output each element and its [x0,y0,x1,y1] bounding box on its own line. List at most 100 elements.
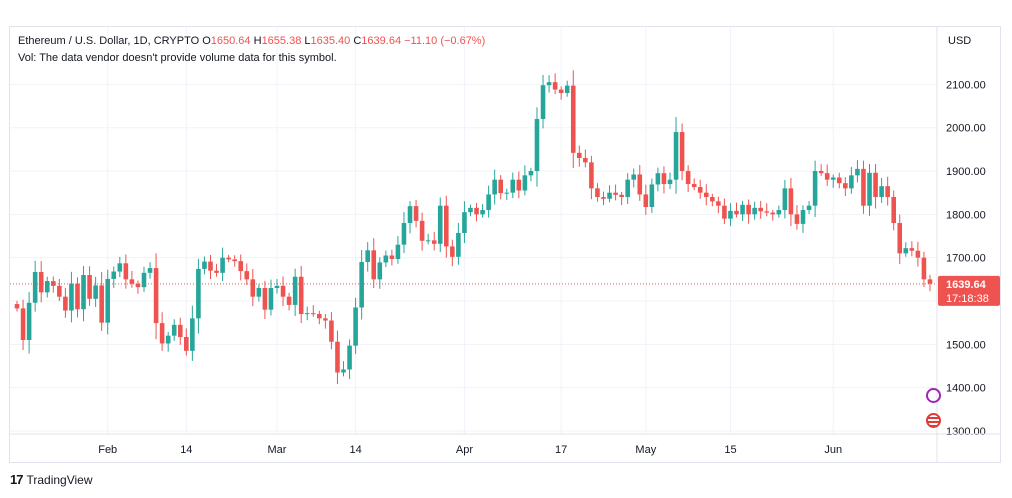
candle-body [443,205,449,247]
candle-body [830,177,836,180]
candle-body [256,288,262,297]
candle-body [843,183,848,189]
candle-body [268,288,274,310]
candle-body [14,304,20,309]
last-price-label: 1639.64 [946,279,987,291]
candle-body [244,271,250,280]
candle-body [69,283,74,311]
candle-body [87,275,92,299]
open-value: 1650.64 [210,35,251,47]
countdown-label: 17:18:38 [946,293,989,305]
chart-frame [9,26,1001,463]
candle-body [371,250,377,280]
low-value: 1635.40 [310,35,351,47]
candle-body [522,175,528,191]
ohlc-legend: Ethereum / U.S. Dollar, 1D, CRYPTO O1650… [18,35,485,47]
candle-body [855,168,860,176]
candle-body [32,271,38,303]
candle-body [171,324,177,336]
candle-body [57,285,62,297]
x-tick-label: Jun [824,444,842,456]
candle-body [722,205,727,219]
y-tick-label: 1500.00 [946,339,986,351]
candle-body [558,89,564,94]
candle-body [274,285,280,289]
us-flag-icon[interactable] [926,413,941,428]
candle-body [286,296,292,305]
x-tick-label: 15 [724,444,736,456]
candle-body [577,152,582,159]
candle-body [310,313,316,315]
candle-body [601,197,606,199]
candle-body [897,223,903,254]
candle-body [232,259,237,262]
candle-body [710,197,715,202]
high-value: 1655.38 [261,35,302,47]
candle-body [927,279,933,284]
candle-body [26,302,32,341]
brand-name[interactable]: TradingView [26,472,93,487]
y-tick-label: 1800.00 [946,209,986,221]
candle-body [661,173,667,185]
candle-body [329,320,334,342]
candle-body [776,210,782,215]
candle-body [800,210,806,224]
candle-body [788,188,794,215]
candle-body [208,261,213,271]
candle-body [196,268,201,319]
y-tick-label: 1700.00 [946,253,986,265]
lightning-icon[interactable] [926,388,941,403]
candle-body [607,192,612,199]
candle-body [915,250,921,258]
candle-body [836,177,842,184]
candle-body [631,174,637,180]
candle-body [637,174,643,195]
x-tick-label: May [635,444,656,456]
candle-body [564,85,570,94]
candle-body [613,192,618,195]
candle-body [504,192,510,194]
candle-body [75,283,80,310]
x-tick-label: 17 [555,444,567,456]
candle-body [184,336,189,351]
candle-body [177,324,183,337]
candle-body [734,210,739,215]
candle-body [159,323,165,344]
candle-body [643,194,649,207]
candle-body [262,288,268,310]
high-label: H [253,35,262,47]
candle-body [359,262,364,308]
candle-body [691,184,697,188]
candle-body [903,248,909,254]
candle-body [117,263,123,272]
currency-label[interactable]: USD [948,35,971,47]
y-tick-label: 1400.00 [946,383,986,395]
candle-body [377,262,383,280]
candle-body [105,278,111,323]
candle-body [63,296,68,311]
candle-body [129,279,135,284]
close-label: C [353,35,362,47]
candle-body [323,318,328,321]
candle-body [752,207,757,215]
candle-body [679,132,685,172]
candle-body [655,173,661,185]
symbol-title[interactable]: Ethereum / U.S. Dollar, 1D, CRYPTO [18,35,200,47]
candle-body [51,281,56,286]
candle-body [824,173,830,180]
tradingview-logo-icon[interactable]: 17 [10,472,24,487]
candle-body [135,283,141,288]
candle-body [879,186,884,198]
candle-body [921,257,927,280]
candle-body [20,308,26,341]
candle-body [861,168,866,206]
candle-body [353,307,358,346]
last-price-badge [938,275,1000,306]
candle-body [450,246,455,257]
candle-body [335,341,340,373]
x-tick-label: 14 [180,444,192,456]
candle-body [758,207,763,212]
candle-body [317,314,322,319]
candle-body [383,255,389,263]
